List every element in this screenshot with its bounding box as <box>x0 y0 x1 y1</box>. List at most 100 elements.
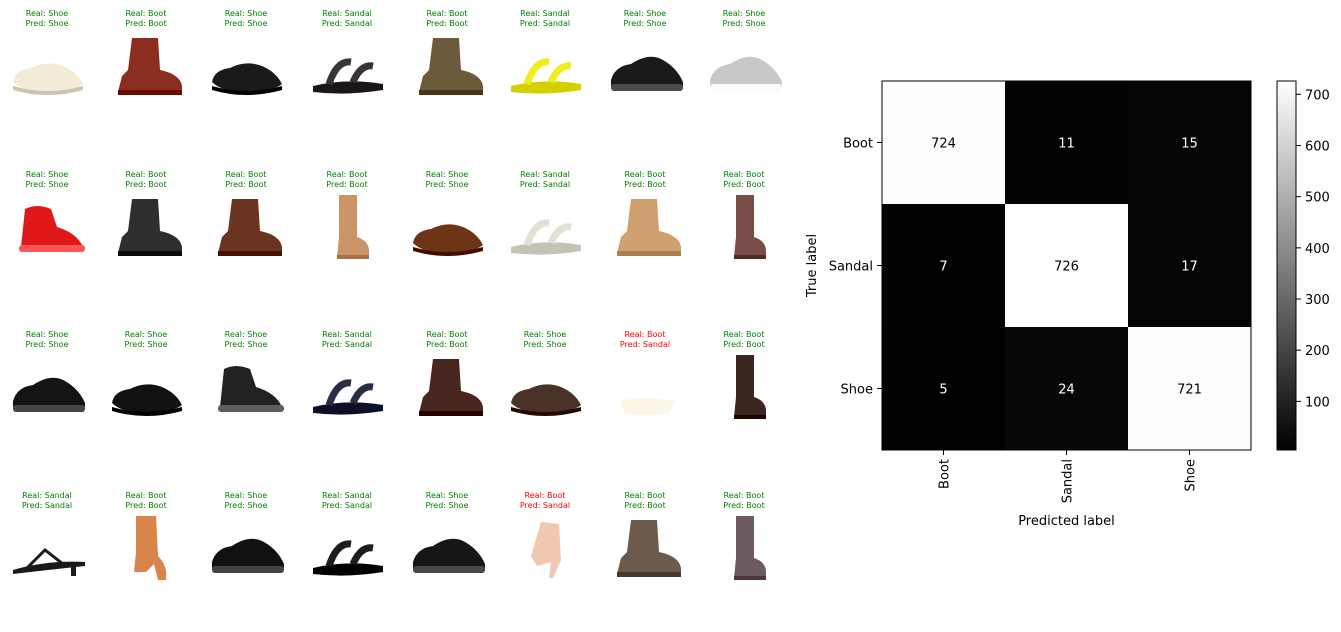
thong-sandal-icon <box>13 548 85 576</box>
sample-caption: Real: Boot Pred: Boot <box>198 170 294 190</box>
real-label: Real: Boot <box>125 491 167 500</box>
real-label: Real: Sandal <box>322 491 372 500</box>
sample-caption: Real: Boot Pred: Boot <box>299 170 395 190</box>
heatmap-cell <box>882 81 1005 204</box>
sample-cell: Real: Boot Pred: Boot <box>98 482 194 632</box>
sample-caption: Real: Boot Pred: Sandal <box>497 491 593 511</box>
sample-cell: Real: Sandal Pred: Sandal <box>0 482 95 632</box>
sneaker-icon <box>611 56 683 91</box>
sample-cell: Real: Shoe Pred: Shoe <box>0 0 95 150</box>
sample-caption: Real: Boot Pred: Boot <box>399 330 495 350</box>
pred-label: Pred: Boot <box>125 180 167 189</box>
pred-label: Pred: Shoe <box>623 19 667 28</box>
heatmap-cell <box>1128 204 1251 327</box>
ankle-boot-icon <box>118 199 182 256</box>
y-tick-label: Sandal <box>829 260 873 275</box>
pred-label: Pred: Shoe <box>25 180 69 189</box>
sample-caption: Real: Boot Pred: Boot <box>399 9 495 29</box>
real-label: Real: Boot <box>624 170 666 179</box>
tall-boot-icon <box>734 195 766 259</box>
sample-caption: Real: Shoe Pred: Shoe <box>198 9 294 29</box>
real-label: Real: Shoe <box>224 9 268 18</box>
sample-caption: Real: Shoe Pred: Shoe <box>98 330 194 350</box>
cell-value-label: 15 <box>1181 137 1198 152</box>
pred-label: Pred: Boot <box>624 180 666 189</box>
sample-caption: Real: Boot Pred: Boot <box>696 330 792 350</box>
cell-value-label: 11 <box>1058 137 1075 152</box>
real-label: Real: Boot <box>326 170 368 179</box>
real-label: Real: Shoe <box>124 330 168 339</box>
sample-caption: Real: Sandal Pred: Sandal <box>0 491 95 511</box>
pred-label: Pred: Boot <box>125 501 167 510</box>
sample-cell: Real: Shoe Pred: Shoe <box>0 161 95 311</box>
ankle-boot-icon <box>617 199 681 256</box>
pred-label: Pred: Sandal <box>519 19 571 28</box>
high-heel-icon <box>531 522 561 578</box>
sample-cell: Real: Shoe Pred: Shoe <box>98 321 194 471</box>
sample-cell: Real: Boot Pred: Boot <box>597 482 693 632</box>
sample-caption: Real: Shoe Pred: Shoe <box>597 9 693 29</box>
pred-label: Pred: Boot <box>723 180 765 189</box>
sample-caption: Real: Sandal Pred: Sandal <box>497 9 593 29</box>
heatmap-cell <box>882 204 1005 327</box>
pred-label: Pred: Boot <box>426 19 468 28</box>
real-label: Real: Shoe <box>623 9 667 18</box>
sample-cell: Real: Shoe Pred: Shoe <box>198 482 294 632</box>
real-label: Real: Boot <box>723 170 765 179</box>
pred-label: Pred: Shoe <box>224 501 268 510</box>
pred-label: Pred: Boot <box>723 501 765 510</box>
sample-caption: Real: Sandal Pred: Sandal <box>299 491 395 511</box>
sample-caption: Real: Shoe Pred: Shoe <box>198 491 294 511</box>
colorbar <box>1276 80 1297 451</box>
colorbar-tick-label: 500 <box>1305 191 1330 206</box>
real-label: Real: Sandal <box>22 491 72 500</box>
x-tick-label: Sandal <box>1061 459 1076 503</box>
pred-label: Pred: Shoe <box>224 340 268 349</box>
real-label: Real: Shoe <box>25 170 69 179</box>
sample-cell: Real: Shoe Pred: Shoe <box>399 482 495 632</box>
real-label: Real: Boot <box>723 330 765 339</box>
pred-label: Pred: Sandal <box>321 501 373 510</box>
real-label: Real: Boot <box>125 9 167 18</box>
sample-cell: Real: Sandal Pred: Sandal <box>497 161 593 311</box>
heatmap-cell <box>1005 327 1128 450</box>
sneaker-icon <box>212 538 284 573</box>
sample-caption: Real: Boot Pred: Sandal <box>597 330 693 350</box>
colorbar-tick-label: 400 <box>1305 242 1330 257</box>
pred-label: Pred: Sandal <box>519 501 571 510</box>
pred-label: Pred: Boot <box>225 180 267 189</box>
real-label: Real: Boot <box>624 330 666 339</box>
x-tick-label: Boot <box>938 459 953 489</box>
sample-caption: Real: Boot Pred: Boot <box>597 491 693 511</box>
pred-label: Pred: Shoe <box>25 340 69 349</box>
sandal-icon <box>313 540 383 576</box>
heatmap-cell <box>1005 81 1128 204</box>
cell-value-label: 726 <box>1054 260 1079 275</box>
heatmap-cell <box>882 327 1005 450</box>
cell-value-label: 5 <box>939 383 947 398</box>
real-label: Real: Sandal <box>520 170 570 179</box>
ankle-boot-icon <box>419 359 483 416</box>
real-label: Real: Boot <box>125 170 167 179</box>
ankle-boot-icon <box>419 38 483 95</box>
colorbar-tick-label: 200 <box>1305 344 1330 359</box>
sandal-icon <box>511 219 581 255</box>
sample-caption: Real: Shoe Pred: Shoe <box>198 330 294 350</box>
sample-caption: Real: Boot Pred: Boot <box>696 491 792 511</box>
sample-cell: Real: Shoe Pred: Shoe <box>497 321 593 471</box>
x-axis-label: Predicted label <box>1018 514 1115 529</box>
cell-value-label: 724 <box>931 137 956 152</box>
sample-caption: Real: Boot Pred: Boot <box>696 170 792 190</box>
pred-label: Pred: Sandal <box>21 501 73 510</box>
sample-caption: Real: Shoe Pred: Shoe <box>399 491 495 511</box>
pred-label: Pred: Boot <box>326 180 368 189</box>
colorbar-tick-label: 600 <box>1305 139 1330 154</box>
cell-value-label: 17 <box>1181 260 1198 275</box>
pred-label: Pred: Boot <box>723 340 765 349</box>
pred-label: Pred: Shoe <box>425 501 469 510</box>
real-label: Real: Boot <box>723 491 765 500</box>
sample-caption: Real: Sandal Pred: Sandal <box>299 330 395 350</box>
pred-label: Pred: Shoe <box>722 19 766 28</box>
cell-value-label: 7 <box>939 260 947 275</box>
y-axis-label: True label <box>805 234 820 298</box>
